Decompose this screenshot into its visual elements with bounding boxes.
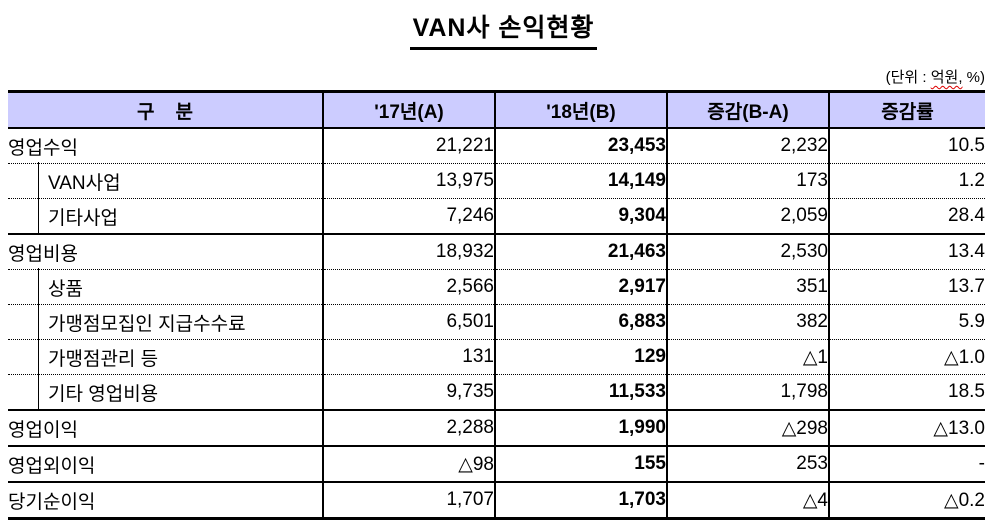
value-rate: 10.5 <box>828 127 985 164</box>
row-label: 상품 <box>8 268 323 307</box>
column-header-diff: 증감(B-A) <box>666 91 829 129</box>
row-label: 영업비용 <box>8 233 323 270</box>
value-2018-b: 6,883 <box>494 304 667 340</box>
value-rate: △13.0 <box>828 409 985 446</box>
unit-note-highlight: 억원, <box>930 69 963 86</box>
row-label: 가맹점관리 등 <box>8 338 323 377</box>
value-diff: 2,530 <box>666 233 829 270</box>
value-diff: 2,232 <box>666 127 829 164</box>
value-diff: △298 <box>666 409 829 446</box>
row-label: VAN사업 <box>8 162 323 201</box>
value-rate: - <box>828 445 985 482</box>
value-2018-b: 1,990 <box>494 409 667 446</box>
value-2018-b: 21,463 <box>494 233 667 270</box>
table-row: 영업수익 21,221 23,453 2,232 10.5 <box>8 127 985 164</box>
value-rate: 13.7 <box>828 269 985 305</box>
table-row: 기타 영업비용 9,735 11,533 1,798 18.5 <box>8 373 985 411</box>
row-label: 당기순이익 <box>8 481 323 519</box>
value-2017-a: 6,501 <box>322 304 495 340</box>
value-2018-b: 2,917 <box>494 269 667 305</box>
column-header-category: 구 분 <box>8 91 323 129</box>
value-2018-b: 14,149 <box>494 163 667 199</box>
value-diff: 351 <box>666 269 829 305</box>
table-row: 영업외이익 △98 155 253- <box>8 445 985 482</box>
value-rate: △0.2 <box>828 481 985 519</box>
value-rate: 28.4 <box>828 198 985 234</box>
column-header-2018: '18년(B) <box>494 91 667 129</box>
value-rate: 5.9 <box>828 304 985 340</box>
value-rate: △1.0 <box>828 339 985 375</box>
unit-note: (단위 : 억원, %) <box>8 66 985 87</box>
row-label: 영업이익 <box>8 409 323 446</box>
value-2018-b: 23,453 <box>494 127 667 164</box>
value-2018-b: 155 <box>494 445 667 482</box>
column-header-2017: '17년(A) <box>322 91 495 129</box>
value-2017-a: 2,566 <box>322 269 495 305</box>
value-diff: 382 <box>666 304 829 340</box>
table-row: 영업이익 2,288 1,990 △298 △13.0 <box>8 409 985 446</box>
page-title: VAN사 손익현황 <box>409 8 598 50</box>
row-label: 가맹점모집인 지급수수료 <box>8 303 323 342</box>
unit-note-prefix: (단위 : <box>885 69 931 86</box>
value-2017-a: 13,975 <box>322 163 495 199</box>
value-rate: 1.2 <box>828 163 985 199</box>
table-row: VAN사업 13,975 14,149 173 1.2 <box>8 162 985 201</box>
value-diff: 2,059 <box>666 198 829 234</box>
table-row: 가맹점관리 등 131 129 △1 △1.0 <box>8 338 985 377</box>
value-2017-a: 131 <box>322 339 495 375</box>
value-2017-a: 18,932 <box>322 233 495 270</box>
value-2018-b: 9,304 <box>494 198 667 234</box>
value-rate: 13.4 <box>828 233 985 270</box>
value-2017-a: 21,221 <box>322 127 495 164</box>
row-label: 영업외이익 <box>8 445 323 482</box>
row-label: 기타사업 <box>8 197 323 235</box>
value-2018-b: 129 <box>494 339 667 375</box>
profit-loss-table: 구 분 '17년(A) '18년(B) 증감(B-A) 증감률 영업수익 21,2… <box>8 90 985 520</box>
value-diff: △1 <box>666 339 829 375</box>
table-row: 당기순이익 1,707 1,703 △4 △0.2 <box>8 481 985 519</box>
title-container: VAN사 손익현황 <box>0 8 1007 50</box>
value-diff: 253 <box>666 445 829 482</box>
value-2017-a: △98 <box>322 445 495 482</box>
value-diff: 173 <box>666 163 829 199</box>
value-2018-b: 11,533 <box>494 374 667 410</box>
row-label: 영업수익 <box>8 127 323 164</box>
unit-note-suffix: %) <box>962 69 985 86</box>
table-row: 기타사업 7,246 9,304 2,059 28.4 <box>8 197 985 235</box>
value-2017-a: 1,707 <box>322 481 495 519</box>
value-2017-a: 7,246 <box>322 198 495 234</box>
header-row: 구 분 '17년(A) '18년(B) 증감(B-A) 증감률 <box>8 91 985 129</box>
table-row: 가맹점모집인 지급수수료 6,501 6,883 382 5.9 <box>8 303 985 342</box>
value-diff: 1,798 <box>666 374 829 410</box>
value-2018-b: 1,703 <box>494 481 667 519</box>
value-rate: 18.5 <box>828 374 985 410</box>
value-diff: △4 <box>666 481 829 519</box>
row-label: 기타 영업비용 <box>8 373 323 411</box>
table-row: 영업비용 18,932 21,463 2,530 13.4 <box>8 233 985 270</box>
column-header-rate: 증감률 <box>828 91 985 129</box>
value-2017-a: 2,288 <box>322 409 495 446</box>
table-row: 상품 2,566 2,917 351 13.7 <box>8 268 985 307</box>
value-2017-a: 9,735 <box>322 374 495 410</box>
